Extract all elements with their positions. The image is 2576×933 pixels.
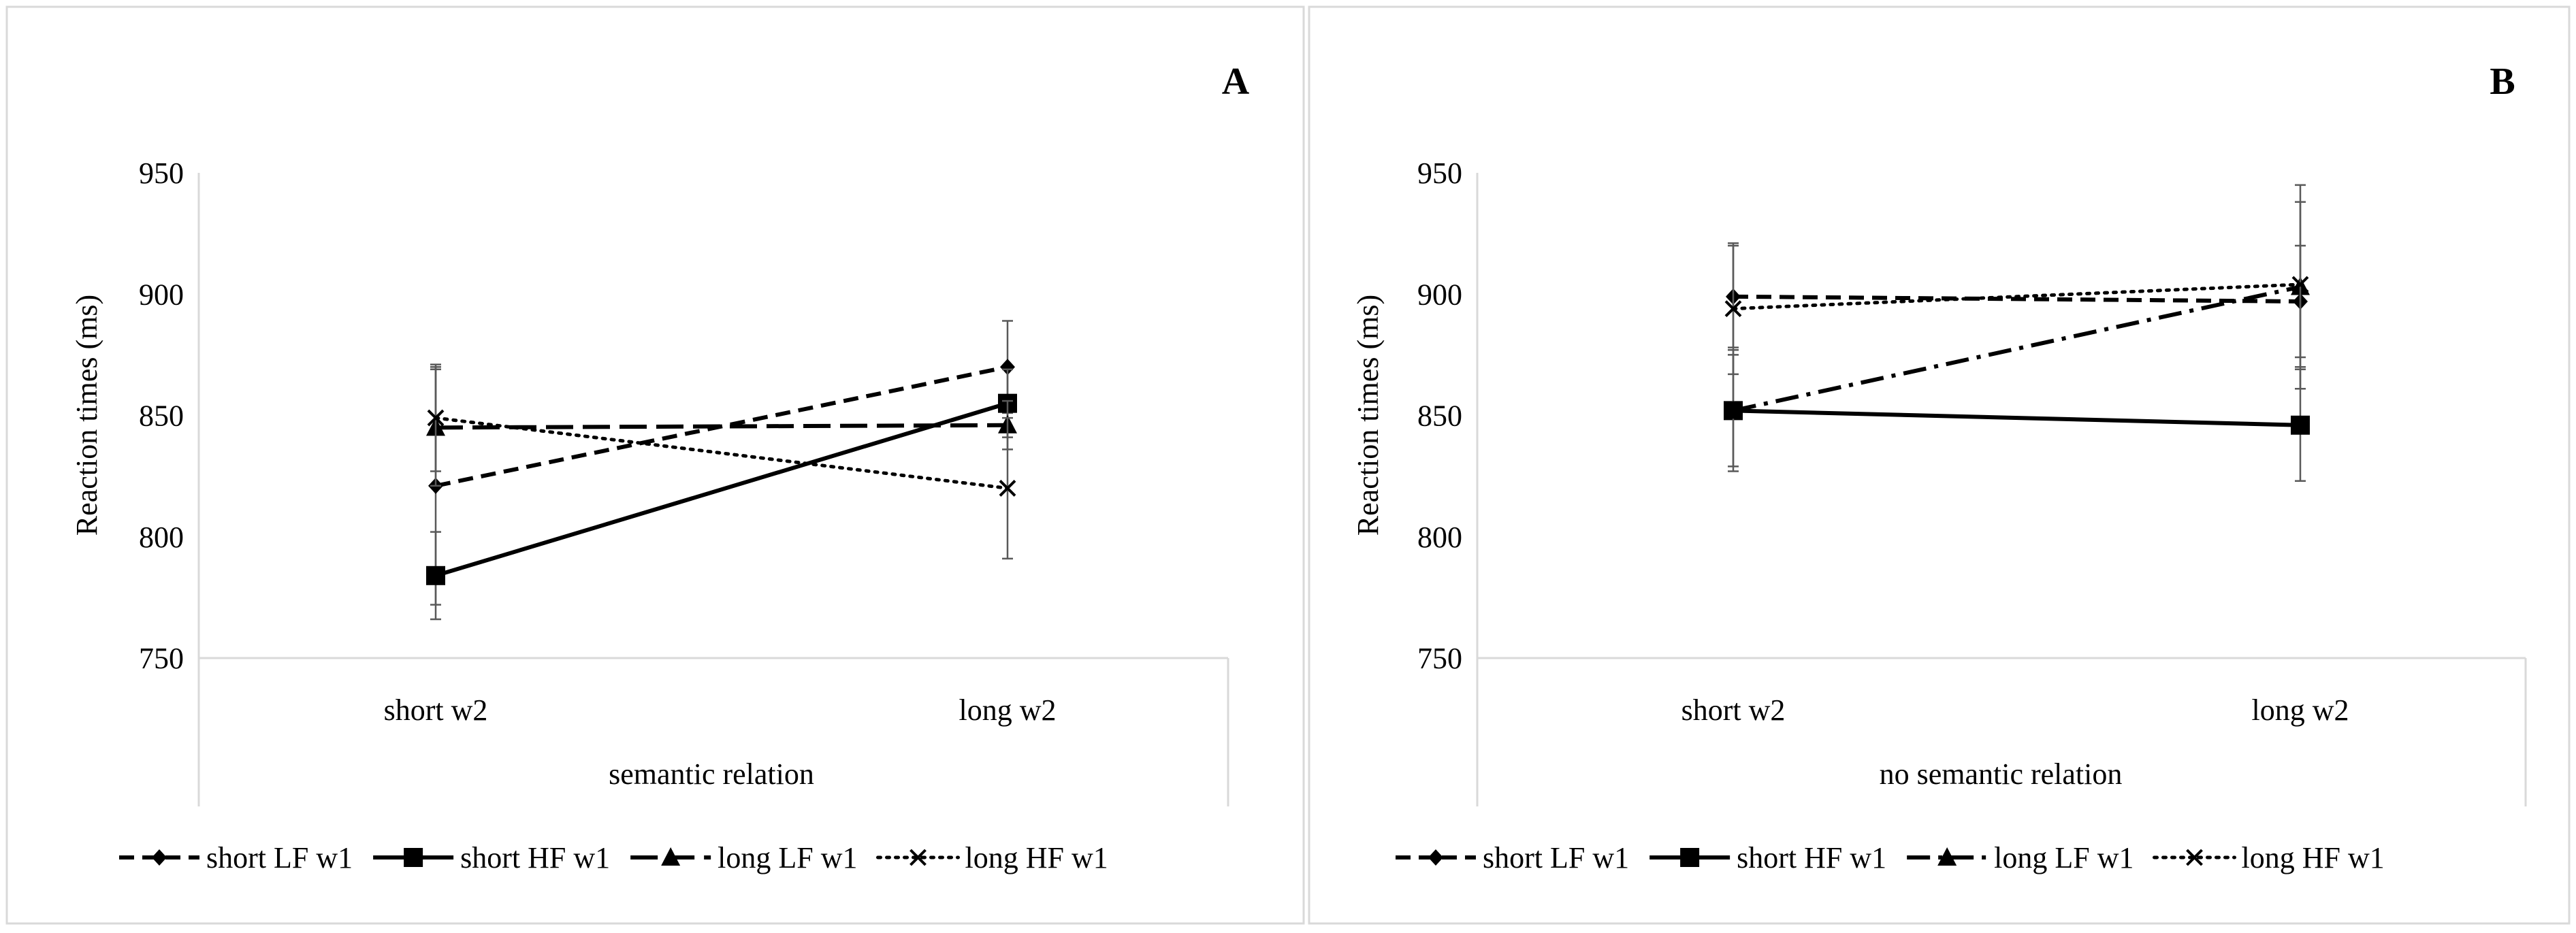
legend: short LF w1 short HF w1 long LF w1 long HF … xyxy=(119,841,1108,874)
series-line xyxy=(435,423,1008,430)
data-point xyxy=(426,566,445,585)
data-point xyxy=(427,409,445,427)
chart-panel-a: A 950 900 850 800 750 Reaction times (ms) short… xyxy=(5,5,1305,925)
chart-panel-b: B 950 900 850 800 750 Reaction times (ms) short… xyxy=(1308,5,2571,925)
data-point xyxy=(1724,400,1743,419)
legend-item-short-hf-w1: short HF w1 xyxy=(373,841,610,874)
legend-marker xyxy=(1428,849,1443,866)
x-axis-label: no semantic relation xyxy=(1880,757,2123,791)
legend-label: long HF w1 xyxy=(2242,841,2385,874)
legend-label: long LF w1 xyxy=(1994,841,2134,874)
legend-label: long LF w1 xyxy=(718,841,857,874)
data-point xyxy=(999,480,1016,497)
series-line xyxy=(1731,282,2302,311)
legend-marker xyxy=(909,849,927,866)
legend-label: short HF w1 xyxy=(460,841,610,874)
legend-item-short-hf-w1: short HF w1 xyxy=(1649,841,1886,874)
legend-marker xyxy=(1680,848,1700,867)
data-point xyxy=(2291,415,2310,435)
legend-item-long-lf-w1: long LF w1 xyxy=(630,841,858,874)
y-tick-label: 850 xyxy=(139,399,184,433)
legend-label: short HF w1 xyxy=(1737,841,1886,874)
y-axis-label: Reaction times (ms) xyxy=(1351,295,1385,536)
y-tick-label: 800 xyxy=(1417,521,1462,554)
legend-item-short-lf-w1: short LF w1 xyxy=(119,841,353,874)
legend-label: long HF w1 xyxy=(965,841,1108,874)
series-line xyxy=(1733,294,2301,304)
y-tick-label: 900 xyxy=(1417,278,1462,311)
data-point xyxy=(1000,359,1015,376)
x-tick-label: short w2 xyxy=(384,693,488,727)
panel-label: A xyxy=(1222,61,1250,103)
series-long-hf-w1 xyxy=(427,363,1016,560)
legend-item-long-hf-w1: long HF w1 xyxy=(2153,841,2385,874)
series-line xyxy=(435,365,1008,488)
legend-label: short LF w1 xyxy=(206,841,353,874)
y-tick-label: 900 xyxy=(139,278,184,311)
legend-marker xyxy=(404,848,423,867)
legend-item-long-hf-w1: long HF w1 xyxy=(876,841,1108,874)
y-tick-label: 850 xyxy=(1417,399,1462,433)
series-short-hf-w1 xyxy=(426,368,1017,621)
y-tick-label: 950 xyxy=(1417,157,1462,190)
legend-label: short LF w1 xyxy=(1483,841,1629,874)
y-tick-label: 750 xyxy=(139,642,184,675)
legend-marker xyxy=(1937,847,1957,866)
chart-frame xyxy=(1308,5,2571,925)
data-point xyxy=(2291,276,2309,293)
legend-item-short-lf-w1: short LF w1 xyxy=(1396,841,1629,874)
data-point xyxy=(1724,300,1742,318)
x-tick-label: long w2 xyxy=(2252,693,2349,727)
y-axis-label: Reaction times (ms) xyxy=(70,295,103,536)
series-long-hf-w1 xyxy=(1724,201,2309,376)
y-tick-label: 950 xyxy=(139,157,184,190)
series-line xyxy=(1733,408,2301,427)
series-line xyxy=(1733,284,2301,413)
chart-frame xyxy=(5,5,1305,925)
legend-item-long-lf-w1: long LF w1 xyxy=(1907,841,2134,874)
x-axis-label: semantic relation xyxy=(609,757,814,791)
series-line xyxy=(434,416,1010,490)
panel-label: B xyxy=(2490,61,2515,103)
y-tick-label: 750 xyxy=(1417,642,1462,675)
legend-marker xyxy=(661,847,681,866)
legend: short LF w1 short HF w1 long LF w1 long HF … xyxy=(1396,841,2385,874)
x-tick-label: long w2 xyxy=(959,693,1057,727)
x-tick-label: short w2 xyxy=(1681,693,1786,727)
y-tick-label: 800 xyxy=(139,521,184,554)
legend-marker xyxy=(152,849,167,866)
legend-marker xyxy=(2186,849,2203,866)
series-line xyxy=(435,401,1008,578)
